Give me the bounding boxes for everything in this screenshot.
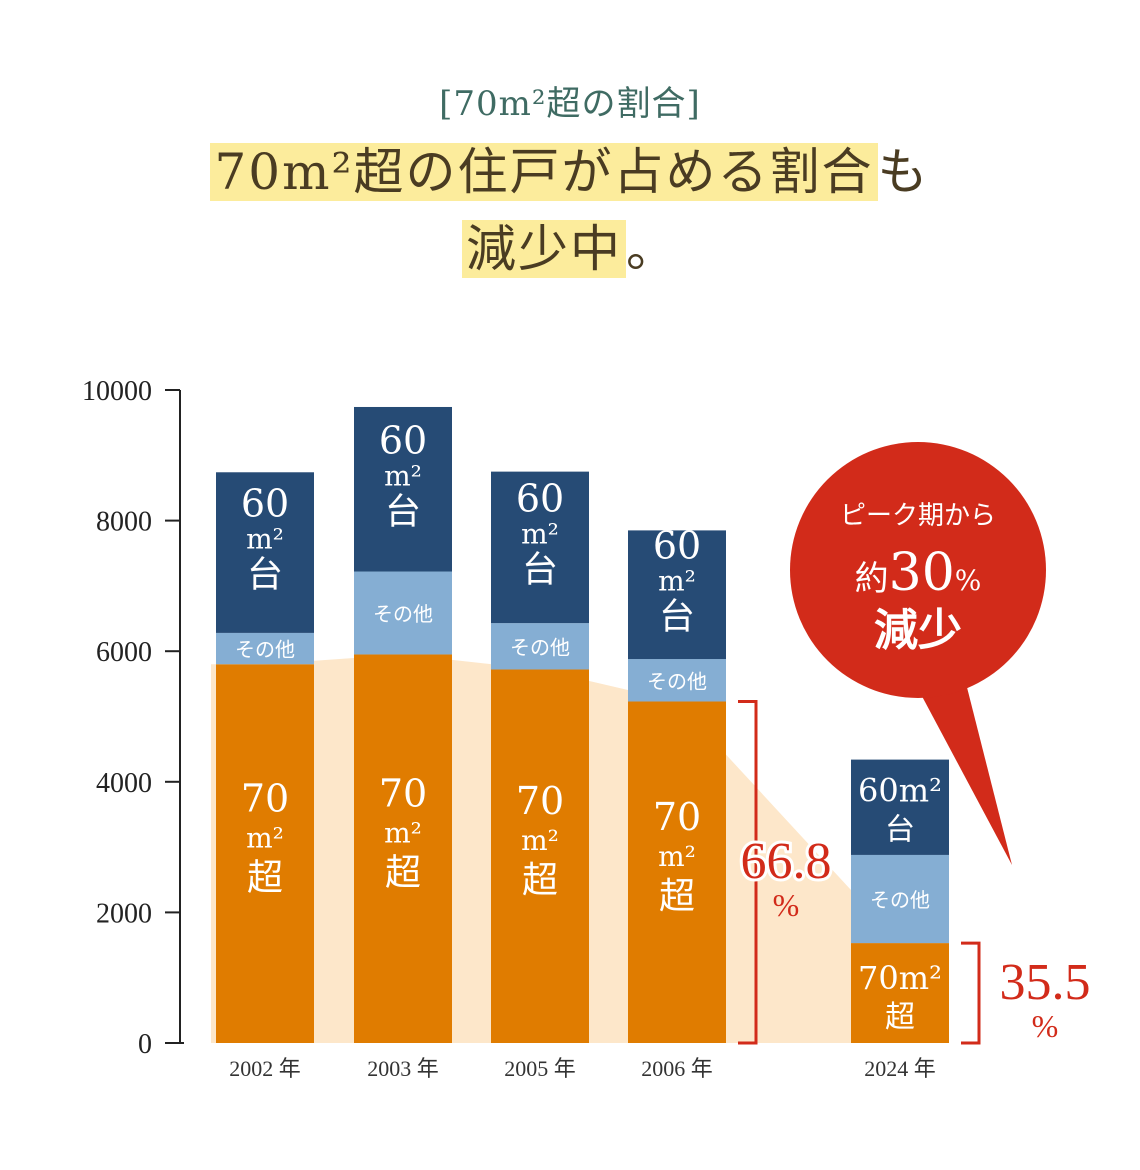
bar-label-other: その他 [235,638,295,662]
bar-segment-over70 [491,669,589,1043]
percent-value: 66.8 [741,833,832,890]
bar-label-over70-kanji: 超 [522,860,558,901]
percent-unit: % [773,887,800,923]
callout-circle [790,442,1046,698]
bar-segment-over70 [628,701,726,1043]
bar-label-sixty-kanji: 台 [247,555,283,596]
headline-line-1: 70m²超の住戸が占める割合も [0,143,1140,201]
percent-value: 35.5 [1000,954,1091,1011]
callout-line2: 約30% [855,543,982,603]
bar-segment-other [628,659,726,702]
percent-bracket [738,699,758,1045]
y-tick-label: 0 [138,1029,152,1060]
bar-label-over70-num: 70 [241,777,289,821]
bar-label-over70-kanji: 超 [659,876,695,917]
bar-label-over70-num: 70 [653,795,701,839]
bar-segment-sixty [851,759,949,855]
headline-highlight-2: 減少中 [462,220,626,278]
bar-label-over70-kanji: 超 [885,1000,915,1035]
bar-segment-sixty [628,530,726,660]
percent-bracket [961,941,981,1045]
bar-segment-over70 [216,664,314,1043]
bar-label-sixty-kanji: 台 [522,549,558,590]
bar-segment-sixty [216,472,314,633]
bar-label-over70-unit: m² [658,840,696,873]
headline-line-2: 減少中。 [0,220,1140,278]
bar-label-over70-unit: m² [521,824,559,857]
bar-label-sixty-kanji: 台 [659,597,695,638]
bar-label-sixty-unit: m² [246,523,284,556]
bar-segment-sixty [491,471,589,624]
y-tick-label: 10000 [82,376,152,407]
bar-label-sixty-unit: m² [521,517,559,550]
bar-segment-other [354,571,452,655]
percent-unit: % [1032,1008,1059,1044]
bar-label-sixty-num: 60 [653,524,701,568]
bar-label-sixty-unit: m² [658,565,696,598]
bar-segment-other [216,632,314,665]
headline-suffix-1: も [877,143,930,201]
bar-label-over70-num: 70 [379,772,427,816]
y-tick-label: 6000 [96,637,152,668]
chart-subtitle: [70m²超の割合] [439,84,701,124]
bar-segment-over70 [851,943,949,1043]
x-category-label: 2003 年 [367,1056,439,1081]
bar-segment-over70 [354,654,452,1043]
x-category-label: 2005 年 [504,1056,576,1081]
bar-label-sixty-unit: m² [384,459,422,492]
bar-label-sixty-kanji: 台 [885,812,915,847]
callout-line3: 減少 [874,605,962,656]
bar-label-over70-kanji: 超 [385,853,421,894]
bar-label-sixty-num: 60 [379,418,427,462]
callout-line1: ピーク期から [840,501,996,531]
bar-label-sixty-kanji: 台 [385,491,421,532]
x-category-label: 2002 年 [229,1056,301,1081]
bar-segment-sixty [354,406,452,572]
bar-label-other: その他 [510,635,570,659]
y-tick-label: 2000 [96,898,152,929]
headline-highlight-1: 70m²超の住戸が占める割合 [210,143,878,201]
bar-label-over70-unit: m² [384,817,422,850]
x-category-label: 2006 年 [641,1056,713,1081]
y-tick-label: 8000 [96,507,152,538]
bar-label-other: その他 [870,888,930,912]
bar-segment-other [491,623,589,670]
y-tick-label: 4000 [96,768,152,799]
bar-label-over70-kanji: 超 [247,858,283,899]
bar-label-over70-top: 70m² [858,959,942,997]
bar-label-sixty-top: 60m² [858,771,942,809]
bar-label-other: その他 [373,602,433,626]
bar-label-other: その他 [647,669,707,693]
headline-suffix-2: 。 [626,220,678,278]
bar-segment-other [851,854,949,944]
bar-label-over70-unit: m² [246,822,284,855]
bar-label-over70-num: 70 [516,779,564,823]
bar-label-sixty-num: 60 [516,476,564,520]
bar-label-sixty-num: 60 [241,482,289,526]
x-category-label: 2024 年 [864,1056,936,1081]
